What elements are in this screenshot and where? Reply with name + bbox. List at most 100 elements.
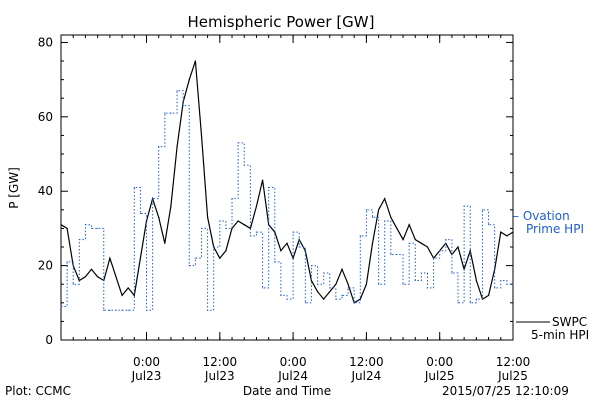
data-point bbox=[194, 257, 196, 259]
legend: SWPC 5-min HPI – Ovation Prime HPI bbox=[513, 209, 589, 342]
data-point bbox=[200, 227, 203, 230]
x-tick-label-date: Jul23 bbox=[131, 369, 162, 383]
data-point bbox=[408, 242, 410, 244]
data-point bbox=[103, 309, 105, 311]
y-tick-label: 60 bbox=[38, 110, 53, 124]
data-point bbox=[249, 235, 251, 237]
data-point bbox=[341, 294, 343, 296]
data-point bbox=[255, 231, 258, 233]
data-point bbox=[298, 238, 300, 241]
y-axis: 0 20 40 60 80 bbox=[38, 35, 513, 347]
chart-title: Hemispheric Power [GW] bbox=[188, 13, 375, 31]
data-point bbox=[457, 246, 459, 248]
series-line bbox=[61, 90, 513, 311]
data-point bbox=[506, 283, 508, 285]
data-point bbox=[414, 279, 416, 282]
x-tick-label-date: Jul25 bbox=[424, 369, 455, 383]
data-point bbox=[97, 276, 99, 278]
data-point bbox=[310, 279, 313, 282]
y-axis-label: P [GW] bbox=[7, 167, 21, 209]
x-axis-label: Date and Time bbox=[243, 384, 331, 398]
data-point bbox=[225, 227, 227, 230]
series-line bbox=[60, 60, 514, 304]
data-point bbox=[323, 298, 325, 300]
x-tick-label-time: 12:00 bbox=[496, 355, 531, 369]
data-point bbox=[115, 276, 117, 278]
data-point bbox=[396, 253, 398, 256]
data-point bbox=[188, 265, 190, 267]
data-point bbox=[420, 242, 422, 244]
series-swpc-hpi bbox=[60, 60, 514, 304]
data-point bbox=[60, 305, 62, 308]
data-point bbox=[475, 279, 477, 282]
data-point bbox=[231, 198, 233, 200]
data-point bbox=[127, 309, 129, 311]
data-point bbox=[200, 134, 203, 137]
data-point bbox=[500, 279, 502, 282]
data-point bbox=[335, 298, 337, 300]
x-tick-label-date: Jul24 bbox=[351, 369, 382, 383]
data-point bbox=[133, 294, 135, 296]
data-point bbox=[347, 283, 349, 285]
x-tick-label-date: Jul23 bbox=[204, 369, 235, 383]
data-point bbox=[469, 302, 471, 304]
data-point bbox=[481, 209, 484, 211]
data-point bbox=[219, 257, 221, 259]
data-point bbox=[213, 246, 215, 248]
data-point bbox=[261, 179, 264, 181]
data-point bbox=[390, 253, 392, 256]
data-point bbox=[475, 298, 477, 300]
plot-frame bbox=[60, 34, 514, 341]
data-point bbox=[72, 283, 74, 285]
legend-label-swpc-line1: SWPC bbox=[552, 315, 587, 329]
x-tick-label-date: Jul25 bbox=[497, 369, 528, 383]
data-point bbox=[206, 309, 209, 311]
data-point bbox=[402, 238, 404, 241]
data-point bbox=[512, 283, 514, 285]
data-point bbox=[292, 257, 294, 259]
data-point bbox=[323, 272, 325, 274]
data-point bbox=[170, 112, 172, 114]
data-point bbox=[115, 309, 117, 311]
data-point bbox=[274, 231, 276, 233]
data-point bbox=[121, 309, 123, 311]
data-point bbox=[371, 242, 374, 244]
data-point bbox=[152, 198, 154, 200]
data-point bbox=[66, 261, 68, 263]
data-point bbox=[255, 205, 258, 207]
data-point bbox=[402, 283, 404, 285]
data-point bbox=[225, 250, 227, 252]
data-point bbox=[439, 250, 441, 252]
data-point bbox=[426, 246, 429, 248]
data-point bbox=[78, 238, 80, 241]
data-point bbox=[316, 291, 319, 293]
data-point bbox=[329, 287, 331, 289]
data-point bbox=[487, 294, 490, 296]
data-point bbox=[170, 205, 172, 207]
data-point bbox=[280, 294, 282, 296]
y-tick-label: 20 bbox=[38, 259, 53, 273]
data-point bbox=[237, 142, 239, 144]
data-point bbox=[243, 224, 245, 226]
data-point bbox=[182, 105, 184, 107]
x-tick-label-time: 12:00 bbox=[203, 355, 238, 369]
data-point bbox=[84, 276, 87, 278]
data-point bbox=[158, 145, 160, 148]
data-point bbox=[164, 112, 166, 114]
data-point bbox=[292, 231, 294, 233]
y-tick-label: 80 bbox=[38, 35, 53, 49]
x-tick-label-time: 0:00 bbox=[426, 355, 453, 369]
data-point bbox=[371, 216, 374, 218]
data-point bbox=[457, 302, 459, 304]
data-point bbox=[145, 220, 148, 222]
data-point bbox=[90, 227, 93, 230]
data-point bbox=[237, 220, 239, 222]
data-point bbox=[66, 227, 68, 230]
data-point bbox=[206, 216, 209, 218]
data-point bbox=[512, 231, 514, 233]
data-point bbox=[390, 216, 392, 218]
data-point bbox=[329, 291, 331, 293]
data-point bbox=[97, 227, 99, 230]
data-point bbox=[500, 231, 502, 233]
data-point bbox=[506, 235, 508, 237]
